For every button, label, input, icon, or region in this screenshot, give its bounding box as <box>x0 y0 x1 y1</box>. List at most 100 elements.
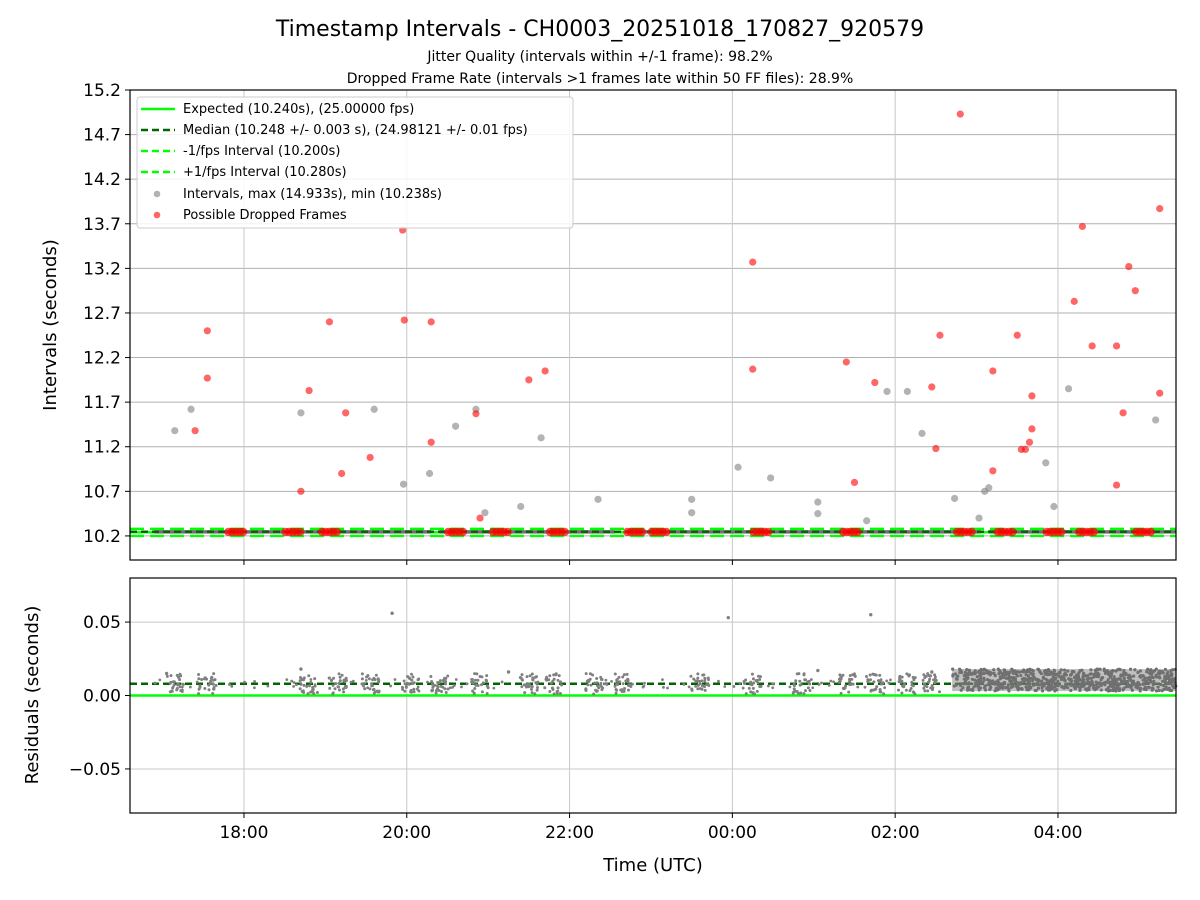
residual-point <box>290 679 294 683</box>
residual-point <box>592 692 596 696</box>
residual-point <box>1170 677 1175 681</box>
residual-point <box>1073 679 1077 683</box>
residual-point <box>327 676 331 680</box>
residual-point <box>1094 680 1098 684</box>
residual-point <box>898 678 902 682</box>
residual-point <box>552 692 556 696</box>
residual-point <box>366 686 369 690</box>
top-y-tick-label: 11.7 <box>83 393 121 413</box>
dropped-frame-point <box>1131 287 1139 295</box>
residual-point <box>285 678 289 681</box>
top-y-tick-label: 15.2 <box>83 81 121 101</box>
residual-point <box>307 674 311 678</box>
residual-point <box>1020 686 1024 691</box>
residual-point <box>200 678 204 682</box>
residual-point <box>692 677 696 681</box>
residual-point <box>307 684 311 688</box>
dropped-frame-point <box>1119 409 1127 417</box>
residual-point <box>536 680 540 684</box>
residual-point <box>478 675 482 679</box>
residual-point <box>926 672 930 676</box>
residual-point <box>808 682 812 686</box>
residual-point <box>848 674 852 678</box>
residual-point <box>431 685 435 689</box>
residual-point <box>389 684 393 688</box>
residual-point <box>911 690 915 694</box>
residual-point <box>1068 673 1073 677</box>
residual-point <box>175 686 179 690</box>
residual-point <box>1106 678 1110 682</box>
residual-point <box>1064 682 1068 686</box>
residual-point <box>979 672 984 676</box>
residual-point <box>410 672 414 676</box>
residual-point <box>626 688 630 692</box>
residual-point <box>996 667 1000 671</box>
residual-point <box>604 682 608 685</box>
residual-point <box>832 680 835 684</box>
residual-point <box>252 686 256 690</box>
residual-point <box>1097 681 1102 685</box>
residual-point <box>529 684 533 688</box>
residual-point <box>820 681 823 685</box>
residual-point <box>953 672 958 676</box>
residual-point <box>967 681 971 685</box>
residual-point <box>417 677 421 681</box>
residual-point <box>1099 688 1103 692</box>
dropped-frame-point <box>203 327 211 335</box>
residual-point <box>750 672 754 676</box>
dropped-frame-point <box>1028 425 1036 433</box>
residual-point <box>1077 671 1081 675</box>
residual-point <box>1104 688 1109 692</box>
residual-point <box>560 683 564 687</box>
residual-point <box>717 679 720 683</box>
residual-outlier-point <box>816 668 820 673</box>
residual-point <box>849 682 853 686</box>
residual-point <box>641 685 645 689</box>
residual-point <box>1139 686 1143 691</box>
residual-point <box>412 690 416 694</box>
residual-point <box>868 678 872 682</box>
residual-point <box>1097 685 1101 689</box>
residual-point <box>771 686 775 690</box>
residual-point <box>430 679 434 683</box>
residual-point <box>923 689 927 693</box>
interval-point <box>688 495 696 503</box>
residual-point <box>1029 672 1033 676</box>
dropped-frame-point <box>1112 342 1121 350</box>
legend-expected-label: Expected (10.240s), (25.00000 fps) <box>183 102 414 117</box>
residual-point <box>904 688 908 692</box>
residual-point <box>965 668 969 672</box>
residual-point <box>415 687 419 691</box>
residual-point <box>1084 674 1088 678</box>
residual-point <box>850 677 854 681</box>
x-tick-label: 02:00 <box>871 823 920 843</box>
residual-point <box>758 684 762 688</box>
residual-point <box>1136 670 1140 675</box>
residual-point <box>437 681 441 685</box>
dropped-frame-point <box>1156 205 1164 213</box>
residual-point <box>1158 669 1162 673</box>
residual-point <box>1124 685 1128 689</box>
residual-point <box>912 678 916 682</box>
dropped-frame-point <box>1088 342 1096 350</box>
residual-point <box>591 673 595 677</box>
residual-point <box>439 690 443 694</box>
residual-point <box>452 684 456 687</box>
residual-point <box>973 672 977 676</box>
residual-point <box>1059 668 1063 672</box>
residual-point <box>253 679 256 683</box>
residual-point <box>666 686 669 690</box>
residual-point <box>362 684 365 688</box>
residual-point <box>754 679 758 683</box>
residual-point <box>1037 683 1042 687</box>
residual-point <box>600 685 604 689</box>
residual-point <box>444 680 448 683</box>
dropped-frame-point <box>932 444 940 453</box>
residual-point <box>856 685 860 689</box>
residual-point <box>705 683 708 687</box>
dropped-frame-baseline-point <box>637 527 647 537</box>
residual-point <box>1128 667 1133 671</box>
residual-point <box>1002 671 1007 675</box>
residual-point <box>331 691 335 695</box>
